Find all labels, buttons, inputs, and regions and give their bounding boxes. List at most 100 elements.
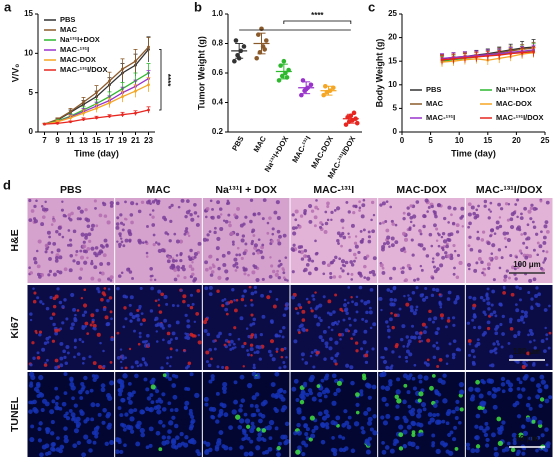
- cell: [371, 347, 375, 351]
- cell: [536, 241, 540, 245]
- cell: [491, 243, 496, 248]
- cell: [174, 407, 179, 413]
- cell: [73, 428, 80, 434]
- cell: [367, 416, 373, 422]
- cell: [430, 293, 435, 298]
- cell: [262, 451, 266, 455]
- cell: [403, 294, 406, 298]
- cell: [384, 445, 390, 450]
- cell: [523, 310, 528, 315]
- cell: [215, 391, 220, 396]
- cell: [271, 227, 275, 231]
- cell: [520, 212, 523, 216]
- cell: [129, 312, 133, 317]
- cell: [274, 371, 280, 377]
- cell: [161, 424, 166, 428]
- cell: [525, 246, 529, 250]
- cell: [367, 239, 372, 244]
- cell: [63, 426, 68, 431]
- cell: [444, 251, 448, 255]
- cell: [448, 342, 452, 346]
- cell: [235, 414, 241, 420]
- cell: [36, 296, 40, 300]
- cell: [106, 220, 111, 225]
- cell: [82, 303, 88, 308]
- cell: [314, 252, 319, 256]
- cell: [442, 398, 448, 404]
- cell: [394, 223, 398, 227]
- cell: [386, 235, 391, 240]
- cell: [38, 421, 43, 426]
- cell: [299, 214, 304, 218]
- cell: [522, 430, 529, 437]
- cell: [119, 348, 123, 351]
- cell: [366, 299, 371, 304]
- cell: [385, 200, 389, 203]
- cell: [437, 378, 443, 384]
- cell: [454, 406, 460, 412]
- cell: [33, 291, 37, 295]
- cell: [174, 336, 179, 340]
- cell: [271, 357, 276, 362]
- cell: [133, 408, 138, 412]
- cell: [249, 323, 253, 327]
- cell: [381, 266, 385, 270]
- cell: [494, 314, 498, 318]
- legend-label: PBS: [60, 15, 75, 24]
- x-tick-label: 0: [400, 136, 405, 145]
- cell: [189, 293, 194, 297]
- cell: [131, 315, 136, 320]
- cell: [157, 298, 160, 302]
- cell: [88, 448, 93, 453]
- cell: [175, 320, 180, 325]
- cell: [472, 211, 476, 216]
- cell: [503, 274, 508, 279]
- cell: [530, 297, 534, 301]
- cell: [370, 218, 373, 222]
- cell: [277, 334, 281, 338]
- cell: [407, 339, 412, 344]
- cell: [56, 436, 60, 441]
- cell: [41, 207, 47, 212]
- cell: [54, 331, 59, 336]
- cell: [316, 384, 321, 388]
- cell: [284, 307, 288, 311]
- cell: [205, 441, 211, 447]
- cell: [154, 299, 158, 303]
- cell: [83, 310, 88, 314]
- cell: [540, 379, 546, 385]
- cell: [485, 437, 490, 443]
- cell: [226, 251, 231, 255]
- cell: [396, 377, 401, 382]
- cell: [67, 229, 71, 232]
- cell: [216, 365, 220, 369]
- cell: [91, 374, 96, 378]
- cell: [366, 276, 371, 281]
- cell: [250, 354, 253, 357]
- cell: [210, 270, 215, 274]
- x-tick-label: MAC: [252, 134, 269, 154]
- legend-label: MAC-DOX: [60, 55, 96, 64]
- x-tick-label: 23: [144, 136, 153, 145]
- cell: [90, 276, 95, 281]
- cell: [506, 218, 510, 222]
- cell: [294, 226, 298, 230]
- cell: [83, 375, 88, 381]
- cell: [338, 233, 343, 238]
- cell: [152, 243, 156, 247]
- cell: [250, 303, 254, 307]
- cell: [155, 340, 159, 343]
- cell: [140, 312, 144, 316]
- column-label: Na¹³¹I + DOX: [215, 184, 277, 196]
- cell: [191, 302, 195, 306]
- cell: [326, 218, 330, 222]
- cell: [275, 200, 280, 205]
- cell: [389, 448, 395, 454]
- cell: [54, 395, 60, 400]
- cell: [350, 223, 355, 228]
- cell: [170, 439, 177, 445]
- cell: [439, 440, 446, 446]
- cell: [505, 269, 509, 273]
- cell: [304, 432, 309, 437]
- cell: [250, 291, 255, 296]
